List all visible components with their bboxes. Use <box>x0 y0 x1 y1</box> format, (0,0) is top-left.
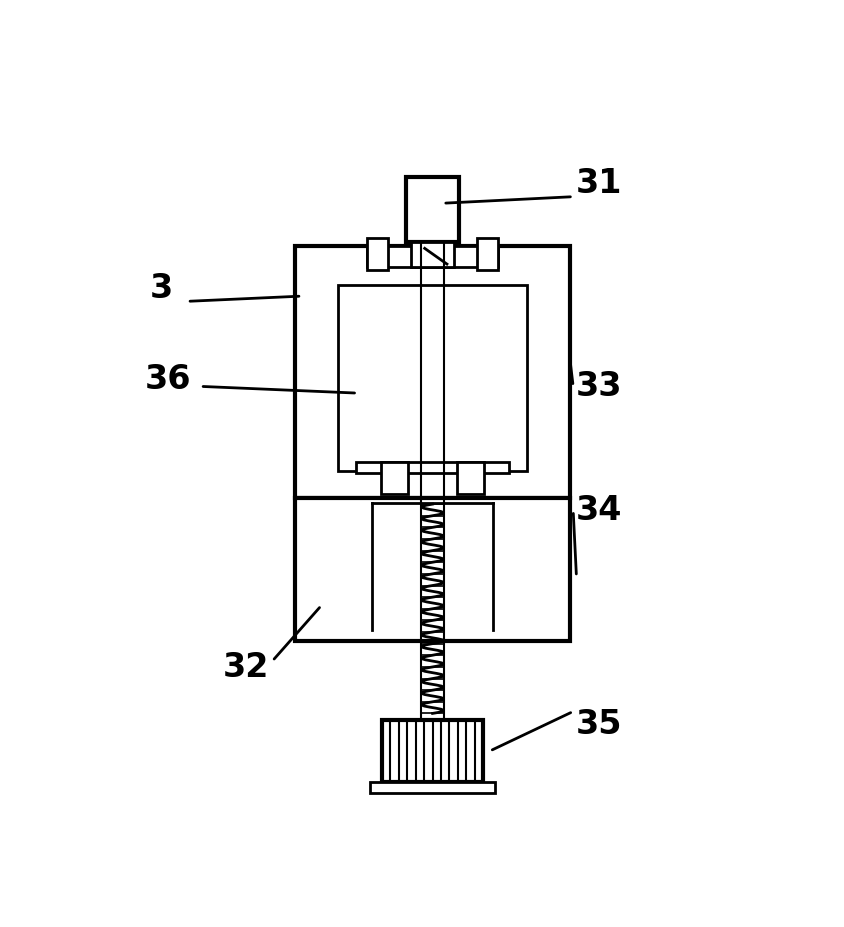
Bar <box>411 243 454 267</box>
Text: 31: 31 <box>576 167 623 200</box>
Bar <box>367 246 498 267</box>
Text: 35: 35 <box>576 708 623 741</box>
Bar <box>338 285 528 472</box>
Bar <box>477 238 498 270</box>
Bar <box>295 498 570 641</box>
Bar <box>295 246 570 498</box>
Bar <box>407 177 459 243</box>
Text: 33: 33 <box>576 370 623 403</box>
Bar <box>457 463 484 494</box>
Bar <box>355 463 510 473</box>
Text: 3: 3 <box>149 272 173 305</box>
Bar <box>371 782 495 793</box>
Bar <box>381 463 408 494</box>
Bar <box>381 720 484 782</box>
Text: 36: 36 <box>144 363 191 397</box>
Bar <box>367 238 388 270</box>
Text: 32: 32 <box>223 651 269 684</box>
Text: 34: 34 <box>576 494 623 527</box>
